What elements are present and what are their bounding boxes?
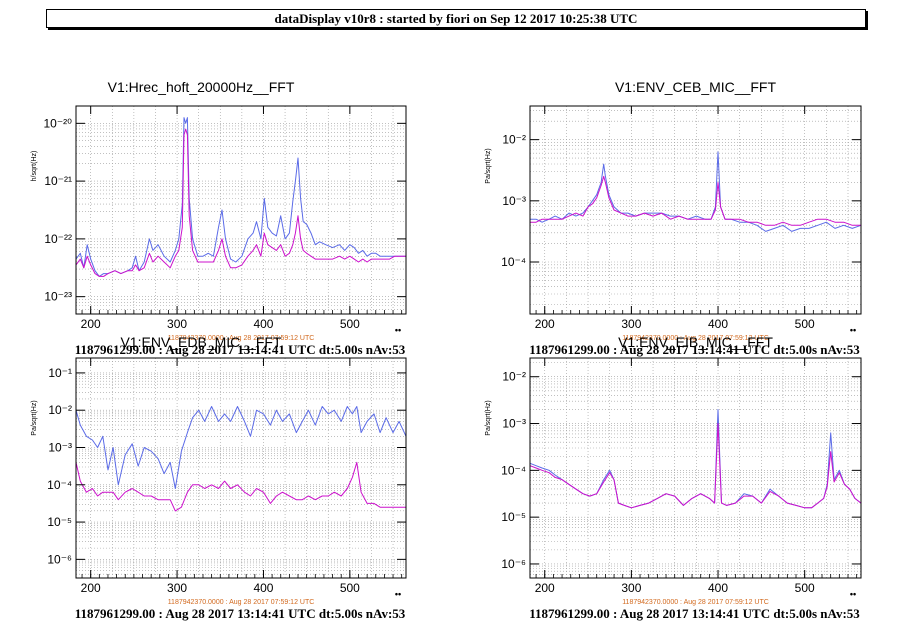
y-tick-label: 10⁻²² (44, 232, 72, 246)
reference-time-label: 1187942370.0000 : Aug 28 2017 07:59:12 U… (168, 335, 315, 342)
y-tick-label: 10⁻² (48, 403, 72, 417)
plot-env-eib-mic: 200 300 400 500 10⁻⁶ 10⁻⁵ 10⁻⁴ 10⁻³ 10⁻² V1:ENV_E… (485, 334, 862, 621)
y-tick-label: 10⁻²¹ (44, 174, 72, 188)
plot-title: V1:ENV_CEB_MIC__FFT (615, 79, 776, 95)
corner-mark: •• (850, 325, 856, 335)
y-tick-label: 10⁻⁴ (47, 478, 72, 492)
grid-lines (76, 106, 406, 314)
plot-footer: 1187961299.00 : Aug 28 2017 13:14:41 UTC… (75, 342, 406, 357)
plot-title: V1:Hrec_hoft_20000Hz__FFT (108, 79, 295, 95)
series-current-line (529, 423, 862, 509)
plot-frame (75, 357, 407, 579)
series-reference-line (75, 406, 407, 489)
y-tick-label: 10⁻³ (502, 417, 526, 431)
x-tick-label: 400 (253, 317, 273, 331)
corner-mark: •• (395, 589, 401, 599)
plot-frame (75, 105, 407, 315)
y-tick-label: 10⁻² (502, 370, 526, 384)
x-tick-label: 200 (535, 317, 555, 331)
y-axis-label: h/sqrt(Hz) (31, 151, 38, 182)
x-tick-label: 300 (167, 581, 187, 595)
y-tick-label: 10⁻⁴ (501, 463, 526, 477)
plot-title: V1:ENV_EIB_MIC__FFT (618, 334, 773, 350)
y-tick-label: 10⁻¹ (48, 366, 72, 380)
x-tick-label: 500 (795, 581, 815, 595)
x-tick-label: 500 (795, 317, 815, 331)
x-tick-label: 200 (81, 581, 101, 595)
series-current-line (530, 175, 861, 226)
y-tick-label: 10⁻² (502, 133, 526, 147)
grid-lines (530, 358, 861, 578)
y-tick-label: 10⁻²⁰ (44, 116, 73, 130)
y-tick-label: 10⁻⁴ (501, 255, 526, 269)
y-axis-label: Pa/sqrt(Hz) (31, 400, 38, 435)
y-axis-label: Pa/sqrt(Hz) (485, 400, 492, 435)
x-tick-label: 300 (621, 581, 641, 595)
plot-title: V1:ENV_EDB_MIC__FFT (120, 334, 281, 350)
series-reference-line (75, 117, 406, 277)
x-tick-label: 200 (535, 581, 555, 595)
y-tick-label: 10⁻⁵ (47, 515, 72, 529)
plot-frame (529, 357, 862, 579)
series-current-line (75, 461, 406, 512)
x-tick-label: 200 (81, 317, 101, 331)
x-tick-label: 300 (167, 317, 187, 331)
plot-area (76, 358, 406, 578)
plot-footer: 1187961299.00 : Aug 28 2017 13:14:41 UTC… (75, 606, 406, 621)
x-tick-label: 300 (621, 317, 641, 331)
y-axis-label: Pa/sqrt(Hz) (485, 148, 492, 183)
corner-mark: •• (850, 589, 856, 599)
y-tick-label: 10⁻⁶ (501, 557, 526, 571)
reference-time-label: 1187942370.0000 : Aug 28 2017 07:59:12 U… (168, 599, 315, 606)
plot-hrec-hoft: 200 300 400 500 10⁻²³ 10⁻²² 10⁻²¹ 10⁻²⁰ V1:Hrec_… (31, 79, 407, 357)
plot-frame (529, 105, 862, 315)
y-tick-label: 10⁻³ (502, 194, 526, 208)
reference-time-label: 1187942370.0000 : Aug 28 2017 07:59:12 U… (622, 599, 769, 606)
plot-footer: 1187961299.00 : Aug 28 2017 13:14:41 UTC… (529, 606, 860, 621)
x-tick-label: 500 (340, 317, 360, 331)
x-tick-label: 500 (340, 581, 360, 595)
y-tick-label: 10⁻²³ (44, 290, 72, 304)
y-tick-label: 10⁻⁵ (501, 510, 526, 524)
x-tick-label: 400 (708, 317, 728, 331)
plot-env-ceb-mic: 200 300 400 500 10⁻⁴ 10⁻³ 10⁻² V1:ENV_CEB_MIC__… (485, 79, 862, 357)
series-current-line (75, 128, 406, 277)
x-tick-label: 400 (708, 581, 728, 595)
plot-env-edb-mic: 200 300 400 500 10⁻⁶ 10⁻⁵ 10⁻⁴ 10⁻³ 10⁻² 10⁻¹ V1:E… (31, 334, 407, 621)
grid-lines (76, 358, 406, 578)
reference-time-label: 1187942370.0000 : Aug 28 2017 07:59:12 U… (622, 335, 769, 342)
y-tick-label: 10⁻⁶ (47, 552, 72, 566)
plot-area (76, 106, 406, 314)
x-tick-label: 400 (253, 581, 273, 595)
corner-mark: •• (395, 325, 401, 335)
page-title: dataDisplay v10r8 : started by fiori on … (46, 9, 866, 28)
plot-footer: 1187961299.00 : Aug 28 2017 13:14:41 UTC… (529, 342, 860, 357)
y-tick-label: 10⁻³ (48, 440, 72, 454)
